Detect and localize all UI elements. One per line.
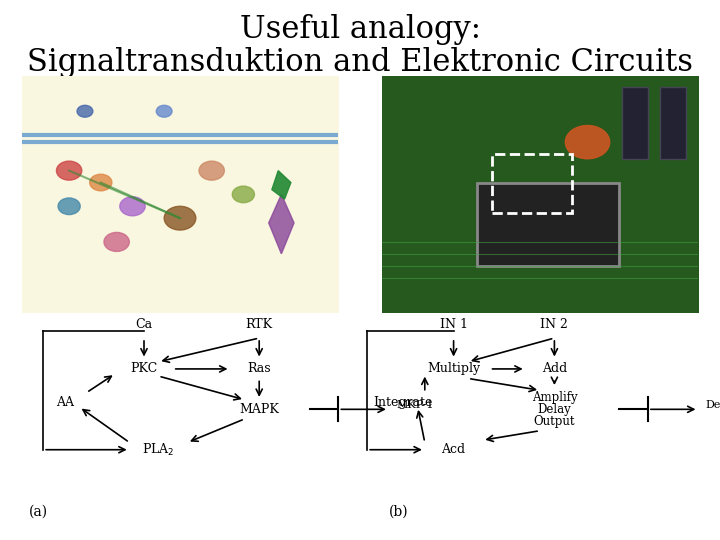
Text: MKP-1: MKP-1 — [396, 400, 433, 409]
Circle shape — [233, 186, 254, 202]
Text: Add: Add — [541, 362, 567, 375]
Text: (a): (a) — [29, 504, 48, 518]
Text: (b): (b) — [389, 504, 408, 518]
Circle shape — [90, 174, 112, 191]
Circle shape — [565, 125, 610, 159]
Text: MAPK: MAPK — [239, 403, 279, 416]
Text: Acd: Acd — [441, 443, 466, 456]
Circle shape — [164, 206, 196, 230]
Circle shape — [77, 105, 93, 117]
Text: PLA$_2$: PLA$_2$ — [142, 442, 175, 458]
Bar — [622, 87, 648, 159]
Text: Integrate: Integrate — [374, 396, 433, 409]
Text: Delay: Delay — [538, 403, 571, 416]
Circle shape — [120, 197, 145, 216]
Text: Ca: Ca — [135, 318, 153, 331]
Text: Multiply: Multiply — [427, 362, 480, 375]
Polygon shape — [269, 194, 294, 254]
Text: Useful analogy:: Useful analogy: — [240, 14, 480, 45]
Text: AA: AA — [56, 396, 73, 409]
Text: IN 1: IN 1 — [440, 318, 467, 331]
Circle shape — [104, 232, 130, 252]
Circle shape — [199, 161, 225, 180]
Text: PKC: PKC — [130, 362, 158, 375]
Bar — [660, 87, 685, 159]
Bar — [477, 183, 619, 266]
Text: Signaltransduktion and Elektronic Circuits: Signaltransduktion and Elektronic Circui… — [27, 46, 693, 78]
Text: Amplify: Amplify — [531, 391, 577, 404]
Circle shape — [56, 161, 82, 180]
Circle shape — [58, 198, 80, 214]
Text: Output: Output — [534, 415, 575, 428]
Bar — [492, 154, 572, 213]
Text: IN 2: IN 2 — [541, 318, 568, 331]
Circle shape — [156, 105, 172, 117]
Text: Delay: Delay — [706, 400, 720, 409]
Polygon shape — [272, 171, 291, 199]
Text: Ras: Ras — [248, 362, 271, 375]
Text: RTK: RTK — [246, 318, 273, 331]
